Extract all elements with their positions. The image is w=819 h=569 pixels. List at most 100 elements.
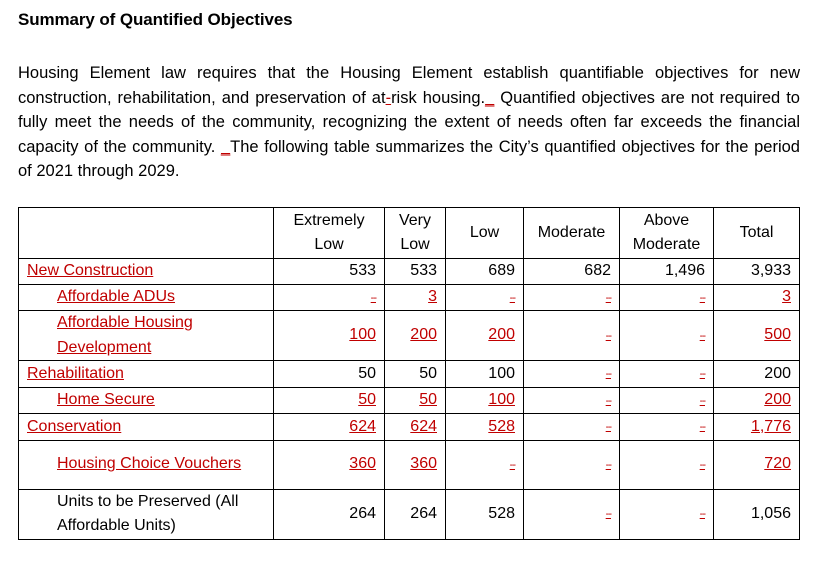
cell-moderate: --	[523, 439, 620, 490]
row-label[interactable]: Conservation	[27, 417, 122, 435]
cell-value: --	[699, 394, 706, 407]
cell-extremely-low: 533	[273, 258, 385, 285]
cell-above-moderate: --	[619, 283, 714, 311]
row-label-cell: Rehabilitation	[18, 360, 274, 388]
intro-text-1: Housing Element law requires that the Ho…	[18, 64, 800, 107]
cell-value: 100	[349, 326, 376, 344]
cell-above-moderate: --	[619, 310, 714, 361]
row-label: Units to be Preserved (All Affordable Un…	[57, 492, 239, 535]
cell-value: --	[605, 458, 612, 471]
cell-above-moderate: --	[619, 439, 714, 490]
cell-total: 3,933	[713, 258, 800, 285]
cell-extremely-low: 50	[273, 360, 385, 388]
cell-total: 200	[713, 360, 800, 388]
cell-extremely-low: 264	[273, 488, 385, 540]
cell-value: 3	[782, 288, 791, 305]
cell-low: --	[445, 439, 524, 490]
cell-extremely-low: 624	[273, 413, 385, 441]
table-row: Affordable ADUs -- 3 -- -- -- 3	[18, 283, 800, 311]
cell-above-moderate: --	[619, 360, 714, 388]
table-row: Units to be Preserved (All Affordable Un…	[18, 488, 800, 540]
row-label[interactable]: Housing Choice Vouchers	[57, 455, 242, 473]
intro-text-2: risk housing.	[391, 88, 486, 107]
cell-value: 500	[764, 326, 791, 344]
cell-total: 3	[713, 283, 800, 311]
cell-value: 264	[349, 504, 376, 522]
cell-value: 1,496	[664, 262, 705, 279]
cell-value: 3	[428, 288, 437, 305]
cell-total: 200	[713, 386, 800, 414]
cell-moderate: 682	[523, 258, 620, 285]
quantified-objectives-table: Extremely Low Very Low Low Moderate Abov…	[18, 207, 800, 540]
page-heading: Summary of Quantified Objectives	[18, 10, 293, 29]
row-label[interactable]: Home Secure	[57, 391, 155, 408]
cell-value: 264	[410, 504, 437, 522]
cell-very-low: 533	[384, 258, 446, 285]
cell-very-low: 50	[384, 386, 446, 414]
cell-value: 50	[358, 391, 376, 408]
cell-very-low: 264	[384, 488, 446, 540]
row-label[interactable]: Rehabilitation	[27, 364, 124, 382]
cell-value: --	[605, 508, 612, 521]
cell-value: --	[699, 508, 706, 521]
header-above-moderate: Above Moderate	[619, 207, 714, 259]
cell-above-moderate: --	[619, 413, 714, 441]
intro-insertion-2: _	[485, 88, 495, 107]
row-label[interactable]: Affordable Housing Development	[57, 314, 193, 356]
cell-extremely-low: 50	[273, 386, 385, 414]
intro-text-4: The following table summarizes the City’…	[18, 137, 800, 181]
row-label[interactable]: New Construction	[27, 262, 154, 279]
cell-moderate: --	[523, 488, 620, 540]
cell-moderate: --	[523, 360, 620, 388]
header-moderate: Moderate	[523, 207, 620, 259]
intro-insertion-3: _	[220, 137, 231, 156]
cell-moderate: --	[523, 310, 620, 361]
cell-value: 720	[764, 455, 791, 473]
row-label-cell: Housing Choice Vouchers	[18, 439, 274, 490]
cell-value: 200	[764, 391, 791, 408]
cell-value: 360	[410, 455, 437, 473]
cell-value: --	[699, 421, 706, 433]
row-label-cell: Conservation	[18, 413, 274, 441]
cell-value: 1,776	[750, 417, 791, 435]
cell-value: 360	[349, 455, 376, 473]
table-row: Conservation 624 624 528 -- -- 1,776	[18, 413, 800, 441]
table-row: Rehabilitation 50 50 100 -- -- 200	[18, 360, 800, 388]
cell-low: 100	[445, 386, 524, 414]
table-header-row: Extremely Low Very Low Low Moderate Abov…	[18, 207, 800, 259]
cell-value: --	[605, 421, 612, 433]
cell-value: 3,933	[750, 262, 791, 279]
cell-value: --	[605, 291, 612, 304]
cell-low: --	[445, 283, 524, 311]
cell-value: --	[605, 368, 612, 380]
cell-value: --	[699, 458, 706, 471]
cell-value: --	[699, 329, 706, 342]
cell-value: 50	[419, 364, 437, 382]
cell-extremely-low: --	[273, 283, 385, 311]
cell-value: 50	[358, 364, 376, 382]
cell-low: 200	[445, 310, 524, 361]
cell-above-moderate: --	[619, 386, 714, 414]
header-total: Total	[713, 207, 800, 259]
cell-value: 533	[410, 262, 437, 279]
cell-value: 624	[410, 417, 437, 435]
cell-value: 1,056	[750, 504, 791, 522]
cell-extremely-low: 360	[273, 439, 385, 490]
cell-value: --	[370, 291, 377, 304]
cell-very-low: 360	[384, 439, 446, 490]
cell-moderate: --	[523, 413, 620, 441]
header-very-low: Very Low	[384, 207, 446, 259]
row-label-cell: Units to be Preserved (All Affordable Un…	[18, 488, 274, 540]
cell-value: 528	[488, 417, 515, 435]
cell-total: 1,776	[713, 413, 800, 441]
cell-value: --	[699, 368, 706, 380]
cell-value: --	[509, 291, 516, 304]
cell-very-low: 624	[384, 413, 446, 441]
intro-paragraph: Housing Element law requires that the Ho…	[18, 61, 800, 184]
cell-value: 689	[488, 262, 515, 279]
cell-low: 528	[445, 488, 524, 540]
row-label[interactable]: Affordable ADUs	[57, 288, 175, 305]
cell-value: 200	[488, 326, 515, 344]
intro-insertion-1: -	[385, 88, 392, 107]
cell-extremely-low: 100	[273, 310, 385, 361]
